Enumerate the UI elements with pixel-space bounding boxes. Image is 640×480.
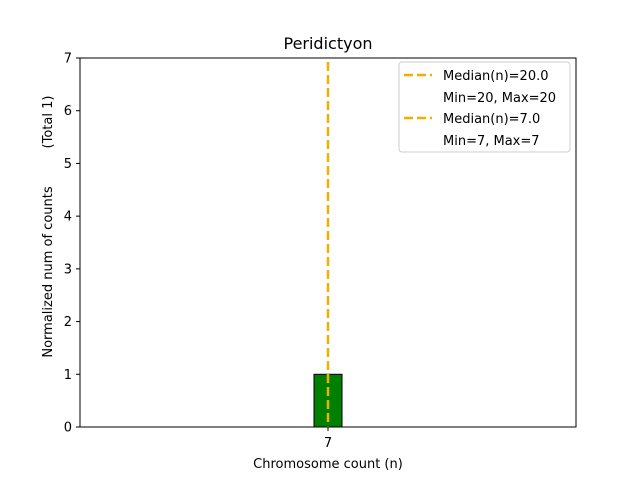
y-tick-label: 4 [64,210,72,225]
y-axis-ticks: 0 1 2 3 4 5 6 7 [64,52,80,436]
y-tick-label: 7 [64,52,72,67]
x-axis-label: Chromosome count (n) [253,457,403,472]
legend-sublabel-range-1: Min=20, Max=20 [443,91,556,106]
legend-box [398,61,571,153]
y-tick-label: 3 [64,262,72,277]
y-tick-label: 0 [64,421,72,436]
legend: Median(n)=20.0 Min=20, Max=20 Median(n)=… [398,61,571,153]
y-axis-label-group: Normalized num of counts (Total 1) [41,96,56,358]
y-tick-label: 6 [64,104,72,119]
legend-label-median-2: Median(n)=7.0 [443,112,540,127]
y-axis-label: Normalized num of counts [41,186,56,357]
x-axis-ticks: 7 [324,427,332,451]
y-tick-label: 1 [64,368,72,383]
y-tick-label: 5 [64,157,72,172]
y-tick-label: 2 [64,315,72,330]
legend-label-median-1: Median(n)=20.0 [443,69,549,84]
chart-title: Peridictyon [283,34,372,53]
y-axis-label-note: (Total 1) [41,96,56,149]
x-tick-label: 7 [324,436,332,451]
legend-sublabel-range-2: Min=7, Max=7 [443,134,540,149]
plot-frame [79,57,577,428]
